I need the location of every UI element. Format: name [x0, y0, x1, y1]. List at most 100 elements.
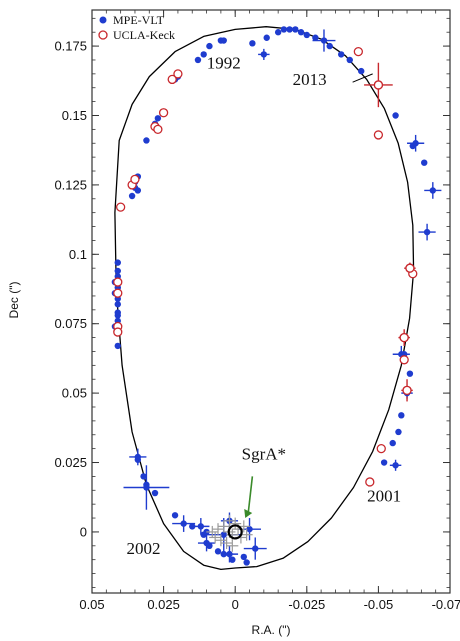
mpe-vlt-point [243, 559, 250, 566]
mpe-vlt-point [189, 523, 196, 530]
y-tick-label: 0.025 [54, 455, 87, 470]
ucla-keck-point [130, 174, 140, 184]
flare-point [214, 534, 227, 547]
mpe-vlt-point [197, 523, 205, 530]
arrow-2013 [352, 73, 373, 83]
ucla-keck-point [373, 80, 384, 90]
flare-point [217, 520, 230, 533]
mpe-vlt-point [392, 462, 399, 469]
ucla-keck-point [113, 288, 123, 298]
x-tick-label: 0 [232, 597, 239, 612]
flare-point [223, 514, 236, 527]
mpe-vlt-point [326, 42, 333, 50]
flare-point [240, 528, 253, 541]
mpe-vlt-point [263, 34, 270, 41]
mpe-vlt-point [151, 489, 159, 497]
mpe-vlt-point [395, 428, 402, 436]
mpe-vlt-point [220, 531, 227, 538]
mpe-vlt-point [423, 228, 431, 236]
y-tick-label: 0.175 [54, 39, 87, 54]
ucla-keck-point [158, 108, 169, 118]
y-tick-label: 0 [80, 524, 87, 539]
tick-labels: 0.05 0.025 0 -0.025 -0.05 -0.075 0 0.025 0.05 0.0… [54, 39, 460, 612]
annotation-2001: 2001 [367, 486, 401, 505]
x-tick-label: 0.025 [147, 597, 180, 612]
mpe-vlt-point [358, 67, 365, 75]
annotation-sgra: SgrA* [242, 445, 286, 464]
ucla-keck-point [399, 332, 409, 343]
annotation-layer: 1992 2013 2001 2002 SgrA* [127, 53, 402, 558]
mpe-vlt-point [320, 37, 328, 44]
ucla-keck-point [365, 477, 375, 487]
ucla-keck-point [353, 46, 364, 57]
mpe-vlt-point [154, 115, 162, 122]
flare-point [206, 525, 219, 538]
mpe-vlt-point [114, 342, 121, 350]
sgra-arrow-shaft [247, 476, 254, 514]
mpe-vlt-point [229, 556, 236, 563]
mpe-vlt-point [337, 51, 345, 58]
mpe-vlt-point [220, 37, 227, 44]
ucla-keck-point [113, 327, 123, 337]
mpe-vlt-point [429, 187, 437, 194]
mpe-vlt-point [114, 301, 121, 308]
ucla-keck-point [373, 130, 384, 140]
y-tick-label: 0.1 [69, 247, 87, 262]
mpe-vlt-point [312, 34, 319, 41]
ucla-keck-point [376, 443, 386, 454]
ucla-keck-point [399, 355, 409, 365]
mpe-vlt-point [240, 553, 247, 561]
legend-marker-ucla-keck [98, 30, 108, 40]
legend-marker-mpe-vlt [99, 16, 107, 24]
mpe-vlt-point [252, 545, 259, 552]
mpe-vlt-point [274, 29, 282, 36]
flare-point [229, 517, 242, 530]
mpe-vlt-point [421, 159, 428, 166]
mpe-vlt-point [134, 453, 142, 461]
ucla-keck-point [405, 263, 415, 273]
mpe-vlt-point [220, 550, 227, 558]
y-tick-label: 0.125 [54, 177, 87, 192]
mpe-vlt-point [114, 267, 121, 275]
x-tick-label: 0.05 [79, 597, 104, 612]
x-tick-label: -0.075 [432, 597, 460, 612]
flare-point [209, 531, 222, 544]
mpe-vlt-point [194, 56, 202, 64]
mpe-vlt-point [392, 112, 399, 119]
ucla-keck-point [167, 74, 177, 85]
mpe-vlt-point [203, 539, 210, 547]
ucla-keck-point [113, 277, 123, 287]
mpe-vlt-point [249, 40, 256, 47]
mpe-vlt-point [114, 259, 121, 266]
mpe-vlt-point [143, 484, 150, 491]
mpe-vlt-point [171, 512, 179, 519]
flare-point [226, 539, 239, 552]
mpe-vlt-point [292, 26, 299, 33]
x-tick-label: -0.05 [364, 597, 394, 612]
sgra-arrow-head [244, 509, 253, 519]
sgra-marker [227, 524, 243, 540]
mpe-vlt-point [260, 51, 268, 58]
y-tick-label: 0.15 [62, 108, 87, 123]
mpe-vlt-point [214, 548, 222, 555]
tick-marks [91, 10, 451, 593]
mpe-vlt-point [206, 42, 213, 50]
mpe-vlt-point [280, 26, 288, 33]
mpe-vlt-point [406, 370, 414, 377]
y-tick-label: 0.05 [62, 386, 87, 401]
annotation-2013: 2013 [293, 70, 327, 89]
mpe-vlt-point [286, 26, 293, 33]
plot-frame [91, 9, 451, 594]
mpe-vlt-point [389, 439, 396, 447]
mpe-vlt-point [200, 51, 207, 58]
mpe-vlt-point [380, 459, 388, 466]
x-tick-label: -0.025 [288, 597, 325, 612]
flare-point [212, 523, 225, 536]
ucla-keck-point [115, 202, 126, 212]
annotation-1992: 1992 [207, 53, 241, 72]
ucla-keck-point [173, 69, 183, 79]
x-axis-title: R.A. (") [252, 623, 291, 637]
flare-point [220, 537, 233, 550]
